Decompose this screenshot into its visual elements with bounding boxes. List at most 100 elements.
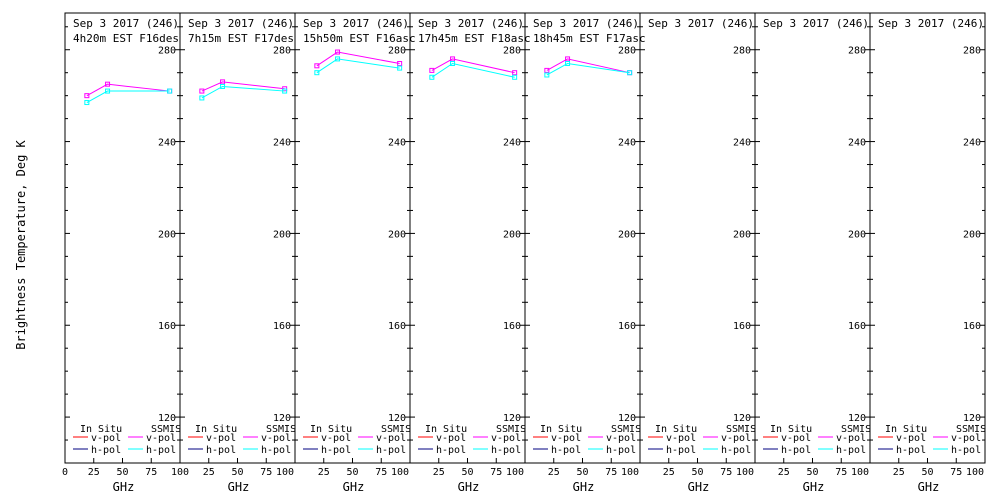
y-tick-label: 120 bbox=[158, 413, 176, 424]
data-point-v-pol bbox=[314, 63, 320, 69]
y-tick-label: 160 bbox=[273, 321, 291, 332]
legend-ssmis-label: v-pol bbox=[261, 433, 291, 444]
x-axis-label: GHz bbox=[918, 480, 940, 494]
legend-insitu-label: h-pol bbox=[321, 445, 351, 456]
legend-ssmis-label: h-pol bbox=[721, 445, 751, 456]
panel-6: Sep 3 2017 (246) 120 160 200 240 280 25 50 75 100… bbox=[639, 12, 756, 494]
y-tick-label: 120 bbox=[963, 413, 981, 424]
x-tick-label: 100 bbox=[391, 467, 409, 478]
panel-8: Sep 3 2017 (246) 120 160 200 240 280 25 50 75 100… bbox=[869, 12, 986, 494]
series-line-v-pol bbox=[201, 81, 285, 92]
y-tick-label: 280 bbox=[503, 46, 521, 57]
legend-group-ssmis: SSMIS bbox=[151, 424, 181, 435]
y-tick-label: 160 bbox=[733, 321, 751, 332]
panel-title-date: Sep 3 2017 (246) bbox=[763, 17, 869, 30]
y-tick-label: 120 bbox=[273, 413, 291, 424]
y-tick-label: 160 bbox=[388, 321, 406, 332]
legend-ssmis-label: h-pol bbox=[951, 445, 981, 456]
y-tick-label: 120 bbox=[848, 413, 866, 424]
y-tick-label: 200 bbox=[273, 229, 291, 240]
legend-ssmis-label: v-pol bbox=[146, 433, 176, 444]
panel-title-pass: 4h20m EST F16des bbox=[73, 32, 179, 45]
y-tick-label: 240 bbox=[503, 138, 521, 149]
legend-group-ssmis: SSMIS bbox=[611, 424, 641, 435]
x-axis-label: GHz bbox=[343, 480, 365, 494]
data-point-v-pol bbox=[429, 67, 435, 73]
data-point-h-pol bbox=[167, 88, 173, 94]
data-point-v-pol bbox=[199, 88, 205, 94]
y-tick-label: 280 bbox=[158, 46, 176, 57]
panel-title-date: Sep 3 2017 (246) bbox=[73, 17, 179, 30]
x-tick-label: 25 bbox=[88, 467, 100, 478]
panel-title-date: Sep 3 2017 (246) bbox=[418, 17, 524, 30]
legend-insitu-label: h-pol bbox=[781, 445, 811, 456]
y-tick-label: 200 bbox=[848, 229, 866, 240]
legend-ssmis-label: h-pol bbox=[491, 445, 521, 456]
legend-insitu-label: h-pol bbox=[896, 445, 926, 456]
x-tick-label: 75 bbox=[835, 467, 847, 478]
series-line-v-pol bbox=[86, 83, 170, 97]
x-tick-label: 25 bbox=[433, 467, 445, 478]
x-tick-label: 100 bbox=[171, 467, 189, 478]
y-tick-label: 200 bbox=[618, 229, 636, 240]
x-tick-label: 75 bbox=[145, 467, 157, 478]
x-tick-label: 25 bbox=[778, 467, 790, 478]
y-tick-label: 120 bbox=[733, 413, 751, 424]
legend-ssmis-label: v-pol bbox=[491, 433, 521, 444]
legend-group-ssmis: SSMIS bbox=[841, 424, 871, 435]
data-point-h-pol bbox=[335, 56, 341, 62]
y-tick-label: 160 bbox=[158, 321, 176, 332]
legend-insitu-label: v-pol bbox=[551, 433, 581, 444]
y-tick-label: 200 bbox=[503, 229, 521, 240]
data-point-v-pol bbox=[335, 49, 341, 55]
y-tick-label: 240 bbox=[273, 138, 291, 149]
data-point-h-pol bbox=[314, 70, 320, 76]
data-point-h-pol bbox=[105, 88, 111, 94]
x-axis-label: GHz bbox=[803, 480, 825, 494]
x-axis-label: GHz bbox=[228, 480, 250, 494]
legend-ssmis-label: v-pol bbox=[721, 433, 751, 444]
legend-group-ssmis: SSMIS bbox=[956, 424, 986, 435]
y-tick-label: 240 bbox=[963, 138, 981, 149]
legend-group-ssmis: SSMIS bbox=[266, 424, 296, 435]
y-tick-label: 240 bbox=[158, 138, 176, 149]
y-tick-label: 280 bbox=[618, 46, 636, 57]
panel-title-date: Sep 3 2017 (246) bbox=[303, 17, 409, 30]
legend-ssmis-label: h-pol bbox=[606, 445, 636, 456]
legend-insitu-label: h-pol bbox=[551, 445, 581, 456]
data-point-v-pol bbox=[84, 93, 90, 99]
legend-ssmis-label: v-pol bbox=[376, 433, 406, 444]
x-axis-label: GHz bbox=[688, 480, 710, 494]
panel-title-pass: 15h50m EST F16asc bbox=[303, 32, 416, 45]
data-point-h-pol bbox=[565, 61, 571, 67]
x-tick-label: 75 bbox=[950, 467, 962, 478]
legend-group-ssmis: SSMIS bbox=[726, 424, 756, 435]
panel-title-pass: 17h45m EST F18asc bbox=[418, 32, 531, 45]
legend-ssmis-label: v-pol bbox=[836, 433, 866, 444]
panel-4: Sep 3 2017 (246) 17h45m EST F18asc 120 160 2… bbox=[409, 12, 531, 494]
x-tick-label: 25 bbox=[548, 467, 560, 478]
legend-group-insitu: In Situ bbox=[655, 424, 697, 435]
legend-group-ssmis: SSMIS bbox=[381, 424, 411, 435]
data-point-v-pol bbox=[105, 81, 111, 87]
y-tick-label: 280 bbox=[963, 46, 981, 57]
y-tick-label: 240 bbox=[618, 138, 636, 149]
legend-insitu-label: v-pol bbox=[206, 433, 236, 444]
y-tick-label: 240 bbox=[848, 138, 866, 149]
data-point-v-pol bbox=[450, 56, 456, 62]
panel-title-date: Sep 3 2017 (246) bbox=[533, 17, 639, 30]
x-tick-label: 75 bbox=[375, 467, 387, 478]
legend-ssmis-label: v-pol bbox=[606, 433, 636, 444]
series-line-v-pol bbox=[316, 51, 400, 67]
panel-title-date: Sep 3 2017 (246) bbox=[648, 17, 754, 30]
x-tick-label: 50 bbox=[461, 467, 473, 478]
y-tick-label: 280 bbox=[733, 46, 751, 57]
data-point-h-pol bbox=[429, 74, 435, 80]
y-tick-label: 240 bbox=[388, 138, 406, 149]
legend-insitu-label: h-pol bbox=[436, 445, 466, 456]
legend-insitu-label: v-pol bbox=[91, 433, 121, 444]
legend-ssmis-label: v-pol bbox=[951, 433, 981, 444]
x-axis-label: GHz bbox=[573, 480, 595, 494]
data-point-h-pol bbox=[282, 88, 288, 94]
